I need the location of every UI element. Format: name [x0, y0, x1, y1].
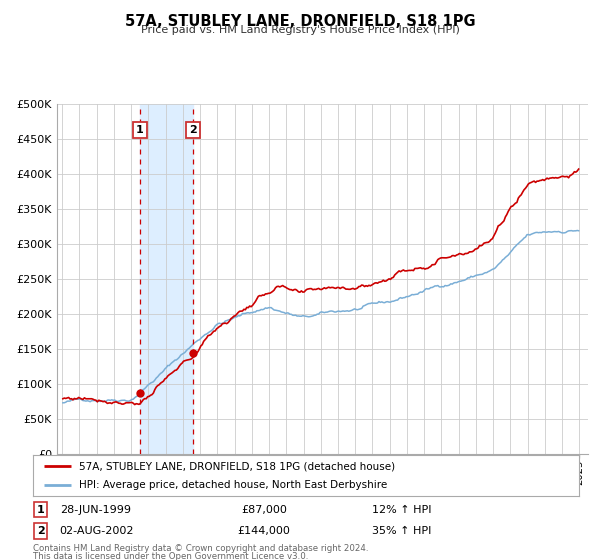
- Text: 2: 2: [189, 125, 197, 135]
- Text: 28-JUN-1999: 28-JUN-1999: [61, 505, 131, 515]
- Text: 1: 1: [37, 505, 44, 515]
- Text: 2: 2: [37, 526, 44, 536]
- Text: 1: 1: [136, 125, 143, 135]
- Text: This data is licensed under the Open Government Licence v3.0.: This data is licensed under the Open Gov…: [33, 552, 308, 560]
- Text: 02-AUG-2002: 02-AUG-2002: [59, 526, 133, 536]
- Text: £87,000: £87,000: [241, 505, 287, 515]
- Text: £144,000: £144,000: [238, 526, 290, 536]
- Text: 57A, STUBLEY LANE, DRONFIELD, S18 1PG: 57A, STUBLEY LANE, DRONFIELD, S18 1PG: [125, 14, 475, 29]
- Bar: [140, 104, 193, 454]
- Text: HPI: Average price, detached house, North East Derbyshire: HPI: Average price, detached house, Nort…: [79, 480, 388, 489]
- Text: 35% ↑ HPI: 35% ↑ HPI: [373, 526, 431, 536]
- Text: 12% ↑ HPI: 12% ↑ HPI: [372, 505, 432, 515]
- Text: Contains HM Land Registry data © Crown copyright and database right 2024.: Contains HM Land Registry data © Crown c…: [33, 544, 368, 553]
- Text: 57A, STUBLEY LANE, DRONFIELD, S18 1PG (detached house): 57A, STUBLEY LANE, DRONFIELD, S18 1PG (d…: [79, 461, 395, 471]
- Text: Price paid vs. HM Land Registry's House Price Index (HPI): Price paid vs. HM Land Registry's House …: [140, 25, 460, 35]
